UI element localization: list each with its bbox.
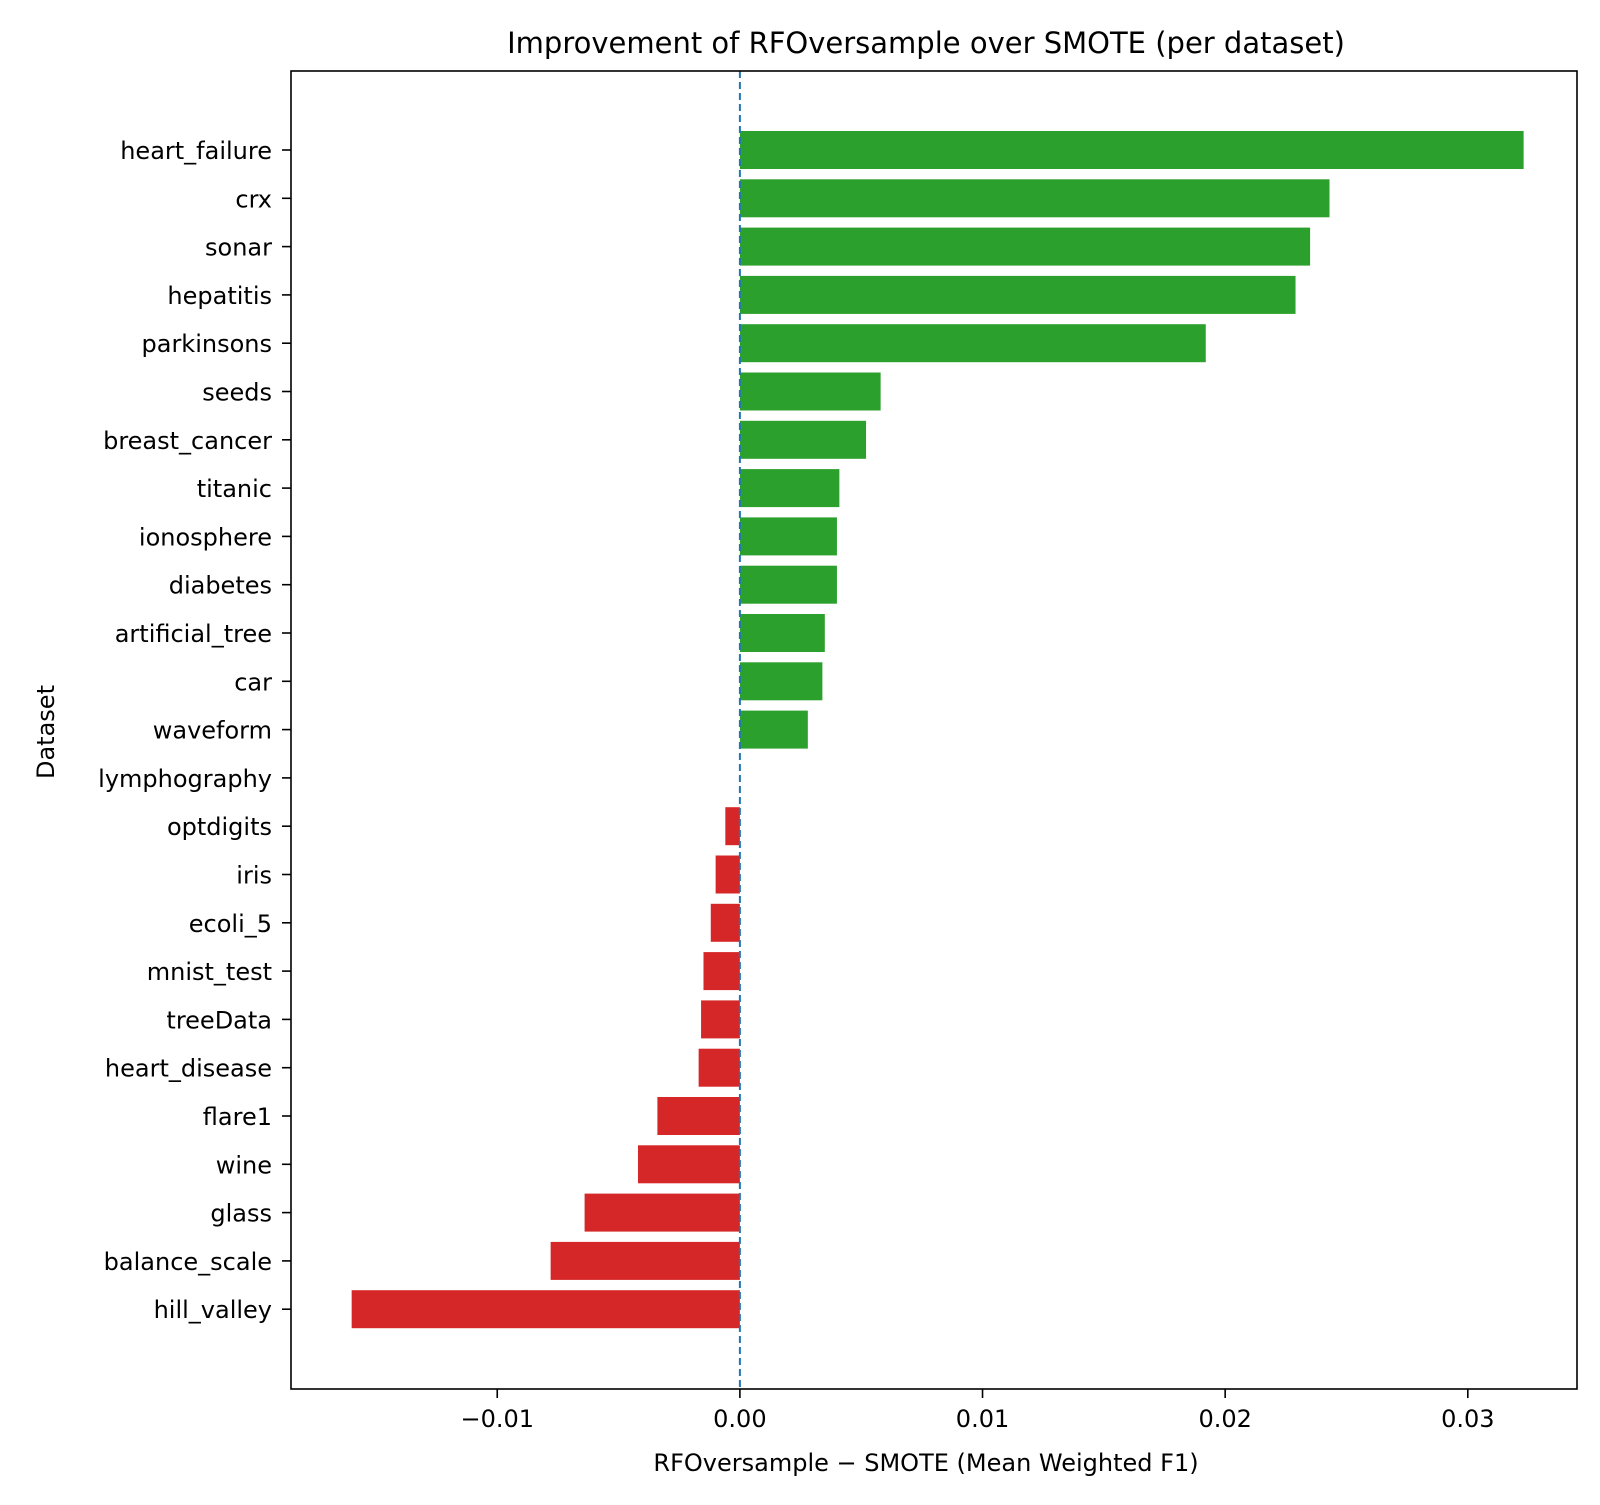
y-tick-label-heart_disease: heart_disease (105, 1055, 272, 1083)
y-tick-label-iris: iris (236, 862, 272, 890)
y-tick-label-heart_failure: heart_failure (120, 137, 272, 165)
x-axis-label: RFOversample − SMOTE (Mean Weighted F1) (653, 1449, 1198, 1477)
bar-wine (638, 1145, 740, 1183)
bar-hill_valley (352, 1290, 740, 1328)
bar-titanic (740, 469, 839, 507)
bar-ecoli_5 (711, 904, 740, 942)
bar-breast_cancer (740, 421, 866, 459)
bar-waveform (740, 711, 808, 749)
bar-sonar (740, 228, 1310, 266)
y-tick-label-sonar: sonar (205, 234, 272, 262)
x-tick-label-4: 0.03 (1441, 1405, 1494, 1433)
y-tick-label-titanic: titanic (197, 475, 272, 503)
bar-flare1 (657, 1097, 739, 1135)
y-tick-label-mnist_test: mnist_test (147, 958, 272, 986)
y-tick-label-hill_valley: hill_valley (154, 1296, 272, 1324)
bar-crx (740, 179, 1330, 217)
y-tick-label-hepatitis: hepatitis (167, 282, 272, 310)
y-tick-label-treeData: treeData (166, 1006, 272, 1034)
y-tick-label-wine: wine (216, 1151, 272, 1179)
bar-ionosphere (740, 517, 837, 555)
y-tick-label-parkinsons: parkinsons (142, 330, 273, 358)
bar-diabetes (740, 566, 837, 604)
y-tick-label-optdigits: optdigits (167, 813, 272, 841)
y-tick-label-diabetes: diabetes (169, 572, 272, 600)
bar-parkinsons (740, 324, 1206, 362)
bar-heart_failure (740, 131, 1524, 169)
y-tick-label-breast_cancer: breast_cancer (103, 427, 272, 455)
y-tick-label-waveform: waveform (153, 717, 272, 745)
bar-artificial_tree (740, 614, 825, 652)
bar-car (740, 662, 822, 700)
x-tick-label-2: 0.01 (956, 1405, 1009, 1433)
y-axis-label: Dataset (32, 685, 60, 779)
x-tick-label-0: −0.01 (460, 1405, 534, 1433)
bar-balance_scale (551, 1242, 740, 1280)
y-tick-label-ionosphere: ionosphere (139, 523, 272, 551)
bar-treeData (701, 1000, 740, 1038)
y-tick-label-seeds: seeds (202, 379, 272, 407)
bar-optdigits (725, 807, 740, 845)
y-tick-label-crx: crx (235, 185, 272, 213)
x-tick-label-3: 0.02 (1198, 1405, 1251, 1433)
x-tick-label-1: 0.00 (713, 1405, 766, 1433)
y-tick-label-ecoli_5: ecoli_5 (189, 910, 272, 938)
y-tick-label-artificial_tree: artificial_tree (115, 620, 272, 648)
bar-glass (585, 1194, 740, 1232)
y-tick-label-balance_scale: balance_scale (104, 1248, 272, 1276)
y-tick-label-glass: glass (210, 1200, 272, 1228)
bar-mnist_test (703, 952, 739, 990)
y-tick-label-flare1: flare1 (203, 1103, 272, 1131)
y-tick-label-car: car (234, 668, 272, 696)
bar-iris (716, 856, 740, 894)
bar-heart_disease (699, 1049, 740, 1087)
bar-seeds (740, 373, 881, 411)
bar-hepatitis (740, 276, 1296, 314)
chart-title: Improvement of RFOversample over SMOTE (… (507, 26, 1345, 60)
y-tick-label-lymphography: lymphography (98, 765, 272, 793)
